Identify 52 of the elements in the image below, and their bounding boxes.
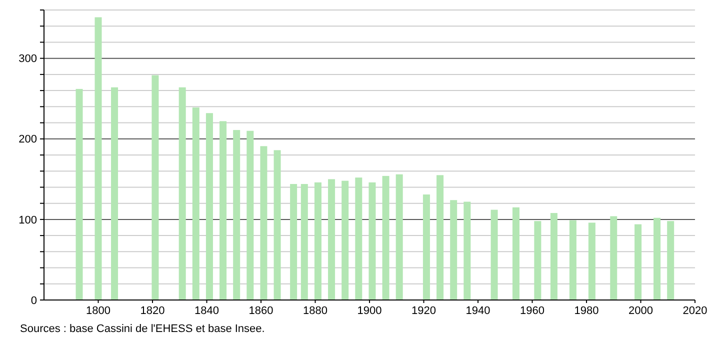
- bar: [342, 180, 349, 300]
- bar: [355, 178, 362, 300]
- x-tick-label: 1920: [412, 305, 436, 317]
- bar: [588, 222, 596, 300]
- bar: [382, 176, 390, 300]
- bar: [667, 221, 674, 300]
- x-tick-label: 1800: [86, 305, 110, 317]
- x-tick-label: 2020: [682, 305, 708, 317]
- bar: [422, 194, 430, 300]
- bar: [569, 220, 576, 300]
- bar: [368, 182, 376, 300]
- bar: [512, 207, 520, 300]
- bar: [76, 88, 83, 300]
- bar: [192, 107, 200, 300]
- bar: [178, 87, 186, 300]
- bar: [654, 218, 661, 300]
- x-tick-label: 1900: [357, 305, 382, 317]
- x-tick-label: 1820: [140, 305, 165, 317]
- y-tick-label: 100: [18, 214, 37, 226]
- bar: [220, 121, 227, 300]
- bar: [246, 130, 254, 300]
- x-tick-label: 1940: [466, 305, 490, 317]
- x-tick-label: 1880: [303, 305, 328, 317]
- bar: [152, 75, 159, 300]
- bar: [233, 130, 240, 300]
- y-tick-label: 200: [18, 134, 37, 146]
- bar: [634, 224, 642, 300]
- x-tick-label: 2000: [628, 305, 653, 317]
- x-tick-label: 1980: [574, 305, 599, 317]
- bar: [274, 150, 281, 300]
- bar: [94, 17, 102, 300]
- bar: [206, 113, 213, 300]
- bar: [290, 184, 298, 300]
- bar: [260, 146, 268, 300]
- bar: [436, 175, 444, 300]
- bar: [534, 221, 542, 300]
- x-tick-label: 1960: [520, 305, 544, 317]
- x-tick-label: 1840: [194, 305, 219, 317]
- bar: [328, 179, 336, 300]
- bar: [464, 202, 471, 300]
- y-tick-label: 0: [30, 294, 37, 307]
- bar: [300, 184, 308, 300]
- x-tick-label: 1860: [248, 305, 274, 317]
- bar: [314, 182, 322, 300]
- bar: [610, 216, 618, 300]
- bar: [111, 87, 118, 300]
- bar: [450, 200, 458, 300]
- source-note: Sources : base Cassini de l'EHESS et base Insee.: [20, 323, 265, 335]
- y-tick-label: 300: [18, 53, 37, 66]
- bar: [396, 174, 403, 300]
- bar: [550, 213, 558, 300]
- bar: [490, 210, 498, 300]
